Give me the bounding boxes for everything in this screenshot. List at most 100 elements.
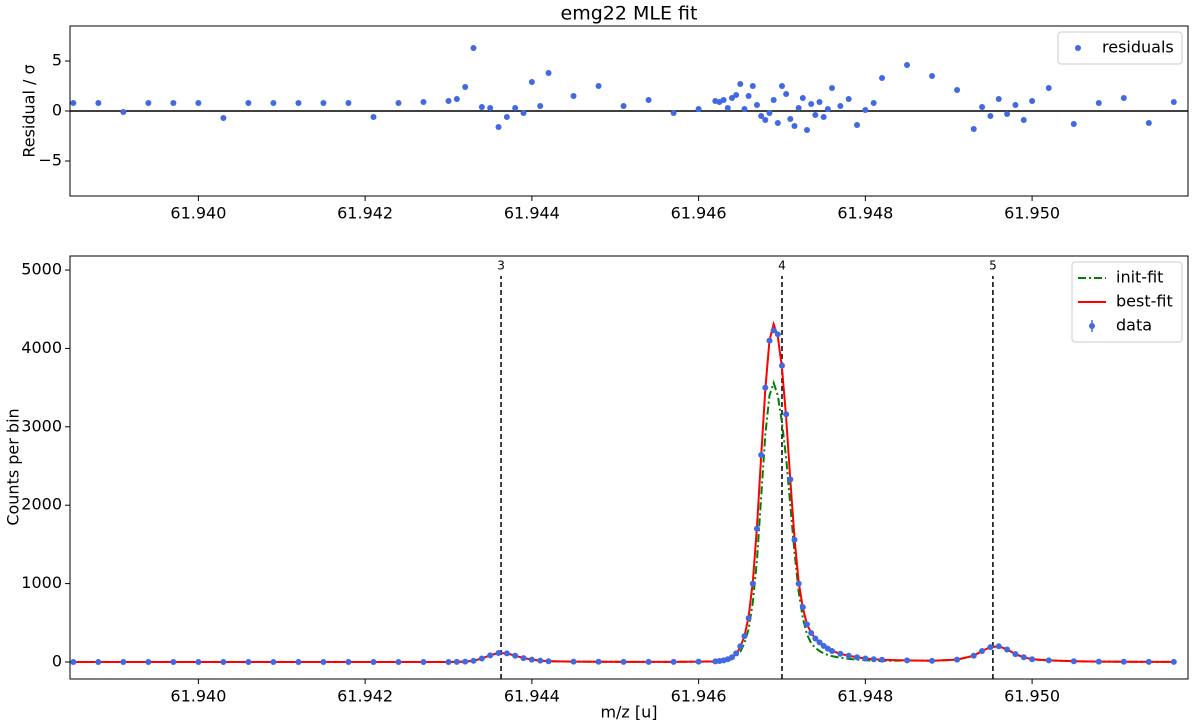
- data-point: [929, 73, 936, 79]
- data-point: [670, 110, 677, 116]
- data-point: [762, 384, 769, 391]
- y-tick-label: 3000: [21, 416, 62, 435]
- fit-line: [73, 379, 1174, 663]
- plot-area: [70, 276, 1177, 679]
- data-point: [954, 656, 961, 663]
- data-point: [808, 629, 815, 636]
- data-point: [345, 658, 352, 665]
- data-point: [741, 633, 748, 640]
- x-tick-label: 61.948: [837, 204, 893, 223]
- data-point: [1020, 117, 1027, 123]
- data-point: [70, 658, 77, 665]
- data-point: [1045, 657, 1052, 664]
- data-point: [758, 113, 765, 119]
- peak-label: 5: [989, 259, 997, 273]
- data-point: [245, 658, 252, 665]
- data-point: [787, 116, 794, 122]
- peak-label: 4: [778, 259, 786, 273]
- data-point: [820, 114, 827, 120]
- y-tick-label: 4000: [21, 338, 62, 357]
- legend-box: [1057, 31, 1183, 65]
- data-point: [520, 655, 527, 662]
- data-point: [808, 101, 815, 107]
- data-point: [537, 657, 544, 664]
- data-point: [733, 92, 740, 98]
- data-point: [595, 658, 602, 665]
- x-tick-label: 61.948: [837, 687, 893, 706]
- data-point: [741, 106, 748, 112]
- data-point: [445, 658, 452, 665]
- data-point: [783, 411, 790, 418]
- y-axis-label: Counts per bin: [4, 408, 23, 525]
- data-point: [195, 658, 202, 665]
- legend-marker: [1089, 323, 1095, 329]
- data-point: [774, 120, 781, 126]
- data-point: [737, 81, 744, 87]
- data-point: [220, 658, 227, 665]
- data-point: [870, 100, 877, 106]
- data-point: [854, 654, 861, 661]
- data-point: [595, 83, 602, 89]
- data-point: [420, 658, 427, 665]
- data-point: [728, 654, 735, 661]
- data-point: [1145, 120, 1152, 126]
- legend-marker: [1075, 45, 1081, 51]
- fit-line: [73, 320, 1174, 663]
- data-point: [845, 96, 852, 102]
- data-point: [1070, 658, 1077, 665]
- data-point: [170, 658, 177, 665]
- data-point: [770, 327, 777, 334]
- data-point: [1120, 658, 1127, 665]
- data-point: [370, 114, 377, 120]
- data-point: [987, 644, 994, 651]
- data-point: [645, 97, 652, 103]
- data-point: [453, 658, 460, 665]
- data-point: [1170, 99, 1177, 105]
- data-point: [453, 96, 460, 102]
- y-tick-label: 5000: [21, 260, 62, 279]
- data-point: [987, 113, 994, 119]
- data-point: [845, 652, 852, 659]
- data-point: [220, 115, 227, 121]
- data-point: [803, 621, 810, 628]
- y-tick-label: 2000: [21, 495, 62, 514]
- data-point: [795, 580, 802, 587]
- x-tick-label: 61.950: [1004, 204, 1060, 223]
- data-point: [545, 658, 552, 665]
- y-tick-label: −5: [38, 151, 62, 170]
- data-point: [753, 102, 760, 108]
- data-point: [837, 103, 844, 109]
- data-point: [570, 93, 577, 99]
- data-point: [570, 658, 577, 665]
- data-point: [478, 104, 485, 110]
- data-point: [799, 604, 806, 611]
- data-point: [774, 331, 781, 338]
- x-tick-label: 61.940: [170, 204, 226, 223]
- legend-box: [1071, 261, 1183, 343]
- data-point: [778, 83, 785, 89]
- data-point: [512, 105, 519, 111]
- data-point: [1045, 85, 1052, 91]
- data-point: [929, 657, 936, 664]
- data-point: [829, 648, 836, 655]
- data-point: [503, 114, 510, 120]
- data-point: [1029, 656, 1036, 663]
- data-point: [1145, 658, 1152, 665]
- data-point: [816, 99, 823, 105]
- data-point: [370, 658, 377, 665]
- data-point: [462, 84, 469, 90]
- data-point: [954, 87, 961, 93]
- x-tick-label: 61.940: [170, 687, 226, 706]
- data-point: [1095, 100, 1102, 106]
- data-point: [487, 652, 494, 659]
- data-point: [1029, 98, 1036, 104]
- peak-label: 3: [497, 259, 505, 273]
- legend-label: best-fit: [1116, 292, 1173, 311]
- data-point: [995, 96, 1002, 102]
- data-point: [95, 658, 102, 665]
- data-point: [620, 103, 627, 109]
- data-point: [787, 476, 794, 483]
- data-point: [95, 100, 102, 106]
- plot-area: [70, 45, 1188, 133]
